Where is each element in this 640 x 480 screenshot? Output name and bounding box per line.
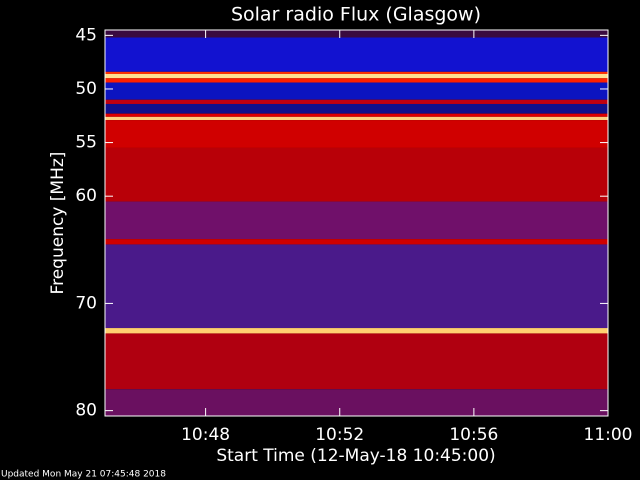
frequency-band (105, 116, 608, 121)
y-axis-title: Frequency [MHz] (48, 152, 68, 295)
y-tick-label: 80 (75, 401, 97, 421)
frequency-band (105, 82, 608, 100)
y-tick-label: 60 (75, 186, 97, 206)
frequency-band (105, 333, 608, 390)
frequency-band (105, 99, 608, 104)
x-axis-title: Start Time (12-May-18 10:45:00) (216, 446, 495, 466)
x-tick-label: 11:00 (584, 425, 633, 445)
frequency-band (105, 328, 608, 334)
frequency-band (105, 120, 608, 148)
chart-title: Solar radio Flux (Glasgow) (231, 4, 481, 26)
y-tick-label: 70 (75, 293, 97, 313)
y-tick-label: 55 (75, 133, 97, 153)
frequency-band (105, 78, 608, 83)
y-tick-label: 45 (75, 25, 97, 45)
y-tick-label: 50 (75, 79, 97, 99)
frequency-band (105, 147, 608, 202)
plot-frame (104, 29, 609, 417)
frequency-band (105, 103, 608, 114)
frequency-band (105, 244, 608, 329)
frequency-band (105, 239, 608, 245)
frequency-band (105, 389, 608, 416)
frequency-band (105, 113, 608, 117)
footer: Updated Mon May 21 07:45:48 2018 (1, 470, 166, 480)
frequency-band (105, 73, 608, 79)
frequency-band (105, 71, 608, 74)
x-tick-label: 10:56 (449, 425, 498, 445)
x-tick-label: 10:48 (181, 425, 230, 445)
frequency-band (105, 30, 608, 38)
x-tick-label: 10:52 (315, 425, 364, 445)
plot-area (105, 30, 608, 416)
frequency-band (105, 201, 608, 240)
frequency-band (105, 37, 608, 72)
